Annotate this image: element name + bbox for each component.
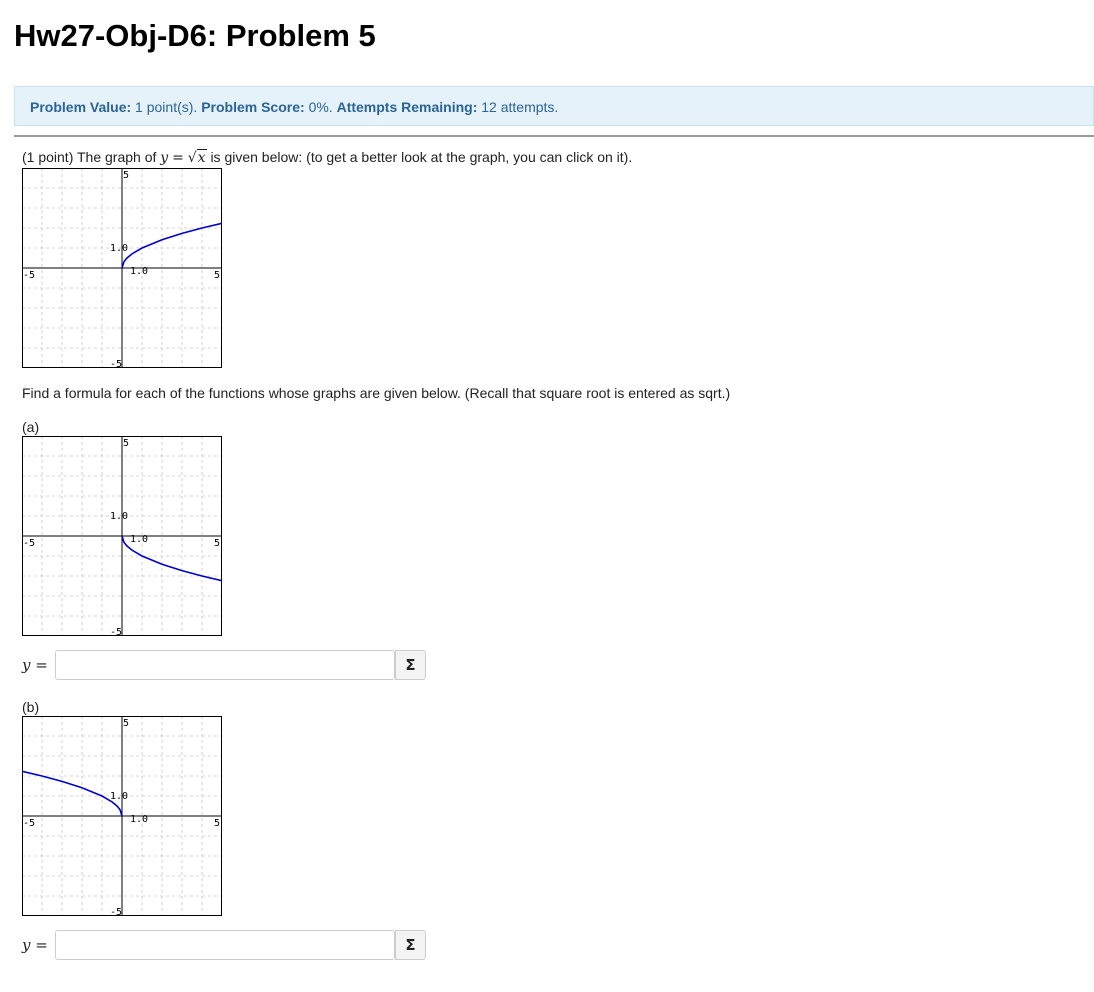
- function-curve: [22, 770, 123, 817]
- part-b-graph[interactable]: -5 5 5 -5 1.0 1.0: [22, 716, 222, 916]
- problem-intro: (1 point) The graph of y = √x is given b…: [22, 149, 632, 166]
- sqrt-radicand: x: [196, 149, 207, 166]
- part-a-equation-editor-button[interactable]: Σ: [395, 650, 426, 680]
- tick-label-y-min: -5: [110, 627, 122, 636]
- intro-y-var: y: [160, 150, 169, 166]
- problem-score: 0%.: [308, 99, 333, 115]
- tick-label-x-max: 5: [214, 818, 220, 829]
- part-a-answer-row: y = Σ: [22, 650, 432, 682]
- tick-label-x-min: -5: [23, 270, 35, 281]
- page-title: Hw27-Obj-D6: Problem 5: [14, 18, 376, 53]
- instruction-text: Find a formula for each of the functions…: [22, 385, 731, 401]
- tick-label-y-min: -5: [110, 907, 122, 916]
- tick-label-x-max: 5: [214, 538, 220, 549]
- tick-label-y-max: 5: [123, 718, 129, 729]
- part-a-y-label: y =: [22, 656, 48, 674]
- tick-label-y-unit: 1.0: [110, 791, 128, 802]
- tick-label-x-unit: 1.0: [130, 814, 148, 825]
- graph-border: [22, 168, 222, 368]
- intro-suffix: is given below: (to get a better look at…: [210, 149, 633, 165]
- tick-label-x-unit: 1.0: [130, 266, 148, 277]
- graph-border: [22, 436, 222, 636]
- part-b-answer-row: y = Σ: [22, 930, 432, 962]
- problem-score-label: Problem Score:: [201, 99, 305, 115]
- problem-value-label: Problem Value:: [30, 99, 132, 115]
- part-a-graph-svg[interactable]: -5 5 5 -5 1.0 1.0: [22, 436, 222, 636]
- part-a-answer-input[interactable]: [55, 650, 395, 680]
- tick-label-x-max: 5: [214, 270, 220, 281]
- intro-prefix: (1 point) The graph of: [22, 149, 157, 165]
- attempts-remaining: 12 attempts.: [481, 99, 559, 115]
- attempts-remaining-label: Attempts Remaining:: [336, 99, 478, 115]
- graph-border: [22, 716, 222, 916]
- reference-graph[interactable]: -5 5 5 -5 1.0 1.0: [22, 168, 222, 368]
- header-divider: [14, 135, 1094, 137]
- tick-label-x-min: -5: [23, 818, 35, 829]
- part-b-equation-editor-button[interactable]: Σ: [395, 930, 426, 960]
- tick-label-x-unit: 1.0: [130, 534, 148, 545]
- part-a-graph[interactable]: -5 5 5 -5 1.0 1.0: [22, 436, 222, 636]
- problem-value: 1 point(s).: [135, 99, 198, 115]
- tick-label-y-min: -5: [110, 359, 122, 368]
- tick-label-x-min: -5: [23, 538, 35, 549]
- intro-equals: =: [172, 150, 184, 166]
- tick-label-y-unit: 1.0: [110, 243, 128, 254]
- tick-label-y-max: 5: [123, 170, 129, 181]
- function-curve: [121, 535, 222, 582]
- problem-info-bar: Problem Value: 1 point(s). Problem Score…: [14, 86, 1094, 126]
- part-b-graph-svg[interactable]: -5 5 5 -5 1.0 1.0: [22, 716, 222, 916]
- part-b-label: (b): [22, 699, 40, 715]
- tick-label-y-max: 5: [123, 438, 129, 449]
- function-curve: [121, 222, 222, 269]
- sqrt-expression: √x: [187, 149, 207, 166]
- part-b-answer-input[interactable]: [55, 930, 395, 960]
- part-a-label: (a): [22, 419, 40, 435]
- tick-label-y-unit: 1.0: [110, 511, 128, 522]
- part-b-y-label: y =: [22, 936, 48, 954]
- reference-graph-svg[interactable]: -5 5 5 -5 1.0 1.0: [22, 168, 222, 368]
